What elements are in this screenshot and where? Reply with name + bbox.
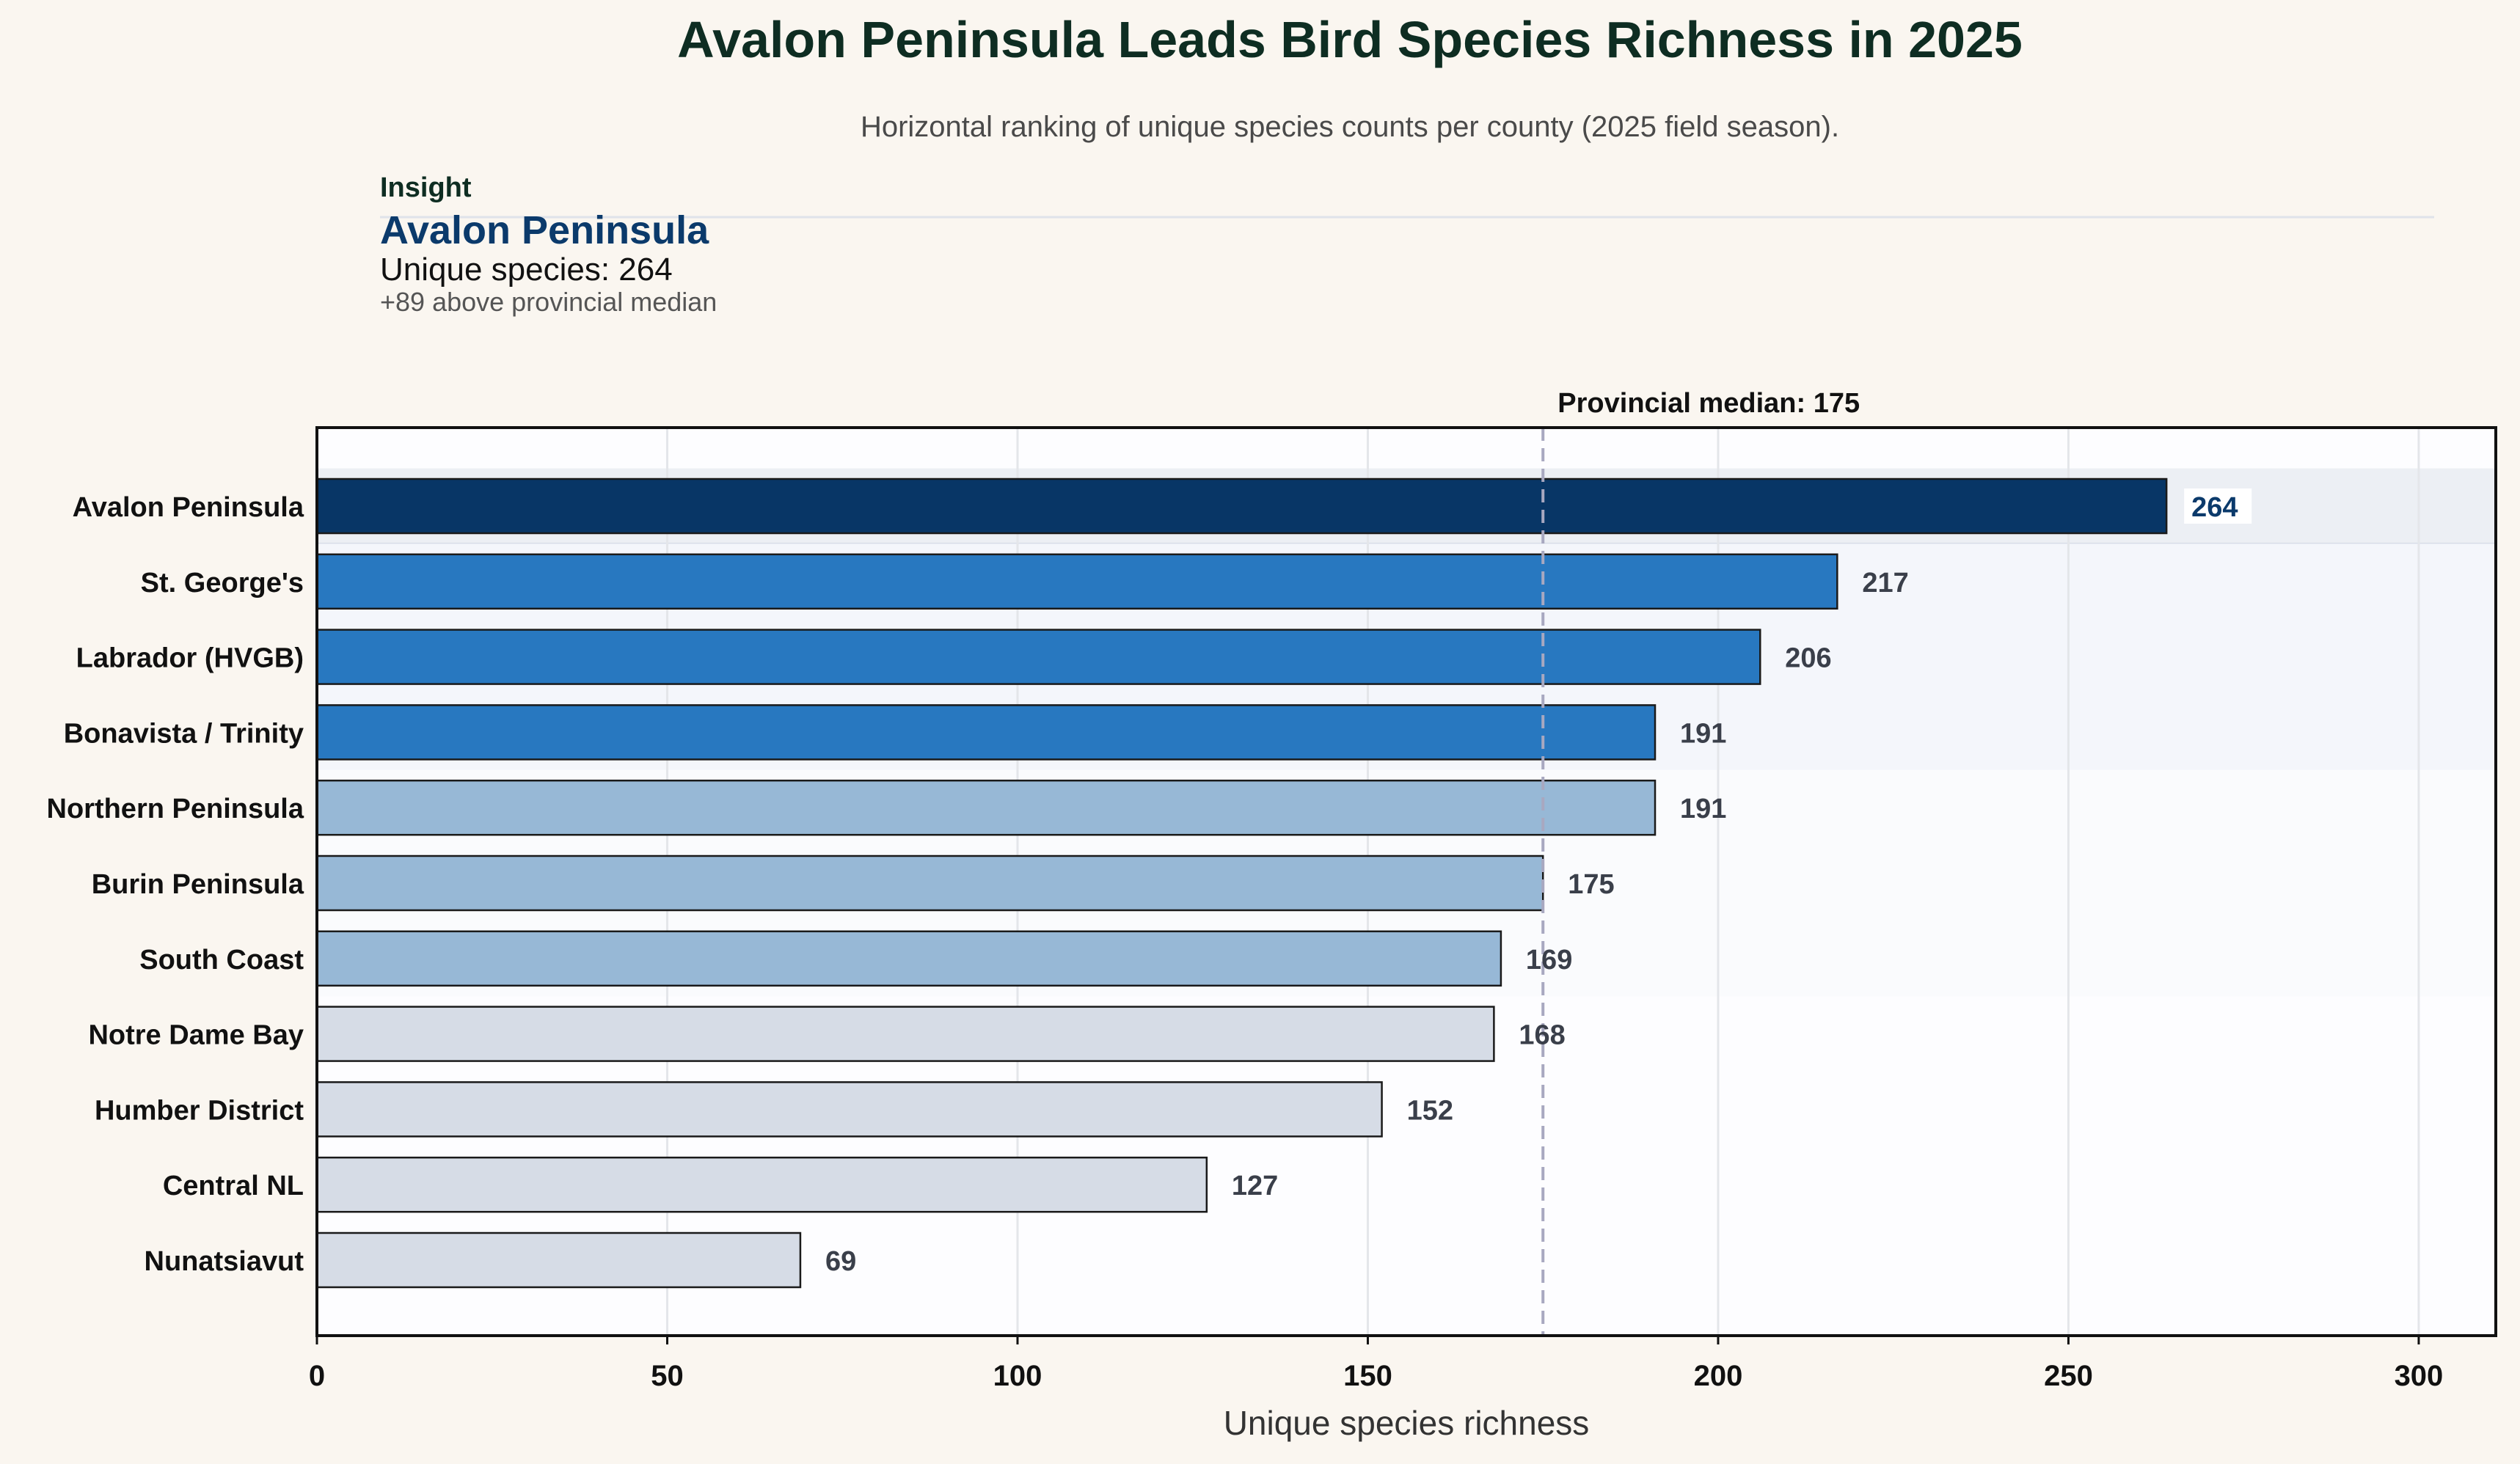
- bar: [315, 1006, 1495, 1062]
- x-axis-label: Unique species richness: [1224, 1404, 1590, 1442]
- chart-subtitle: Horizontal ranking of unique species cou…: [861, 111, 1839, 143]
- plot-frame: [315, 426, 2497, 1337]
- value-label: 264: [2191, 492, 2238, 523]
- value-label: 217: [1862, 568, 1908, 599]
- value-label: 169: [1526, 945, 1572, 976]
- insight-delta: +89 above provincial median: [380, 287, 717, 317]
- category-label: Avalon Peninsula: [73, 492, 304, 523]
- value-label: 168: [1519, 1020, 1565, 1051]
- category-label: Notre Dame Bay: [88, 1020, 304, 1051]
- bar: [315, 854, 1544, 912]
- bar: [315, 1081, 1383, 1138]
- median-label: Provincial median: 175: [1557, 388, 1860, 419]
- category-label: St. George's: [141, 568, 304, 599]
- x-tick-label: 300: [2395, 1360, 2444, 1392]
- median-marker: Provincial median: 175: [1541, 388, 1860, 1336]
- category-label: Central NL: [163, 1171, 304, 1201]
- category-label: South Coast: [139, 945, 304, 976]
- x-tick-label: 150: [1343, 1360, 1392, 1392]
- bar: [315, 1156, 1208, 1213]
- value-label: 191: [1680, 794, 1726, 824]
- bar: [315, 779, 1657, 836]
- category-label: Bonavista / Trinity: [64, 718, 304, 749]
- chart-title: Avalon Peninsula Leads Bird Species Rich…: [677, 11, 2023, 68]
- x-axis-ticks: 0 50 100 150 200 250 300: [309, 1336, 2443, 1392]
- value-label: 69: [825, 1246, 856, 1277]
- category-label: Nunatsiavut: [145, 1246, 304, 1277]
- bar: [315, 629, 1761, 685]
- x-tick-label: 250: [2044, 1360, 2093, 1392]
- category-label: Labrador (HVGB): [76, 643, 304, 674]
- insight-box: Insight Avalon Peninsula Unique species:…: [380, 172, 2434, 317]
- bars: [315, 477, 2168, 1289]
- category-label: Humber District: [95, 1095, 304, 1126]
- bar: [315, 1231, 802, 1289]
- value-label: 206: [1785, 643, 1831, 674]
- x-tick-label: 0: [309, 1360, 325, 1392]
- category-label: Northern Peninsula: [47, 794, 304, 824]
- value-label: 152: [1407, 1095, 1453, 1126]
- value-label: 191: [1680, 718, 1726, 749]
- bar: [315, 704, 1657, 761]
- value-label-highlight: [2184, 488, 2252, 524]
- insight-name: Avalon Peninsula: [380, 208, 709, 252]
- bar: [315, 477, 2168, 535]
- value-label: 127: [1232, 1171, 1278, 1201]
- x-tick-label: 50: [651, 1360, 684, 1392]
- x-tick-label: 200: [1694, 1360, 1743, 1392]
- insight-heading: Insight: [380, 172, 472, 203]
- bar: [315, 553, 1838, 610]
- bar: [315, 930, 1502, 987]
- category-labels: Avalon Peninsula St. George's Labrador (HV…: [47, 492, 304, 1277]
- category-label: Burin Peninsula: [92, 869, 304, 900]
- value-labels: 264 217 206 191 191 175 169 168 152 127 69: [825, 488, 2252, 1277]
- insight-value: Unique species: 264: [380, 252, 673, 288]
- value-label: 175: [1568, 869, 1614, 900]
- x-tick-label: 100: [993, 1360, 1042, 1392]
